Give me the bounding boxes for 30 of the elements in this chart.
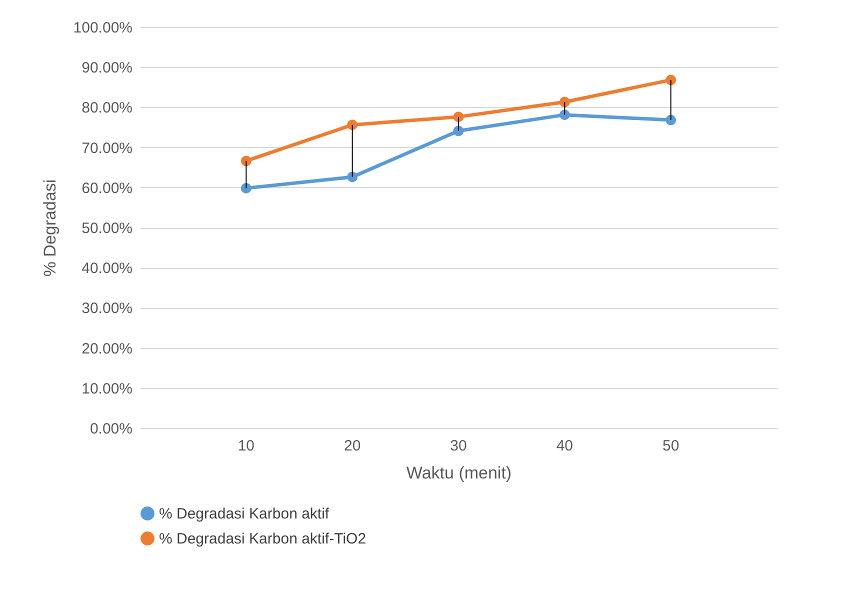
y-tick-label: 90.00% [82,60,132,77]
x-tick-label: 50 [662,438,680,454]
x-axis-title: Waktu (menit) [406,464,512,482]
y-tick-label: 40.00% [82,260,132,278]
y-tick-label: 30.00% [82,300,132,318]
x-tick-label: 30 [450,438,467,454]
point [559,96,570,108]
y-tick-label: 60.00% [82,180,132,197]
y-tick-label: 80.00% [82,100,132,117]
y-tick-label: 70.00% [82,140,132,157]
point [240,182,252,194]
x-tick-label: 20 [344,438,361,454]
y-axis-title: % Degradasi [40,179,60,277]
point [240,156,252,166]
point [453,126,464,136]
x-tick-label: 40 [556,438,574,454]
point [453,112,464,122]
y-tick-label: 50.00% [82,220,132,237]
point [666,114,676,126]
point [559,110,570,120]
point [347,172,358,182]
y-tick-label: 10.00% [82,380,132,398]
point [666,74,676,86]
y-tick-label: 100.00% [73,20,132,36]
point [347,120,358,130]
y-tick-label: 20.00% [82,340,132,358]
y-tick-label: 0.00% [90,420,132,438]
legend-label: % Degradasi Karbon aktif [159,506,330,522]
legend-label: % Degradasi Karbon aktif-TiO2 [159,530,366,548]
x-tick-label: 10 [238,438,255,454]
